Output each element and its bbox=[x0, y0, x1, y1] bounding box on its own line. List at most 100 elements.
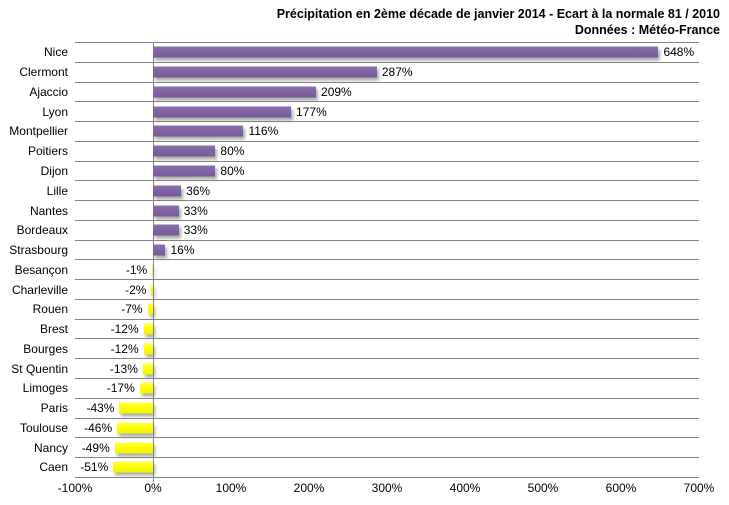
category-label: Charleville bbox=[11, 282, 68, 297]
bar bbox=[117, 422, 153, 434]
category-label: Besançon bbox=[14, 262, 68, 277]
category-row: Clermont 287% bbox=[19, 63, 699, 83]
chart-subtitle: Données : Météo-France bbox=[574, 23, 720, 37]
category-row: Paris -43% bbox=[41, 399, 699, 419]
bar bbox=[147, 303, 153, 315]
category-row: Toulouse -46% bbox=[20, 419, 699, 439]
category-label: Ajaccio bbox=[29, 84, 68, 99]
category-row: Besançon -1% bbox=[15, 260, 699, 281]
category-label: Strasbourg bbox=[9, 243, 68, 258]
x-axis-tick-label: 600% bbox=[605, 481, 637, 495]
x-axis-tick-label: 400% bbox=[449, 481, 481, 495]
x-axis-tick-label: 200% bbox=[293, 481, 325, 495]
category-label: Toulouse bbox=[19, 420, 68, 435]
bar bbox=[153, 86, 317, 98]
x-axis-tick-label: 0% bbox=[144, 481, 162, 495]
chart-title: Précipitation en 2ème décade de janvier … bbox=[276, 7, 720, 21]
category-label: Nice bbox=[43, 45, 68, 60]
category-label: Bordeaux bbox=[16, 223, 68, 238]
bar bbox=[153, 66, 377, 78]
bar bbox=[153, 145, 216, 157]
category-row: Limoges -17% bbox=[23, 379, 699, 399]
category-row: Montpellier 116% bbox=[9, 122, 699, 142]
value-label: 36% bbox=[186, 183, 211, 198]
category-row: Bordeaux 33% bbox=[17, 221, 699, 241]
value-label: -51% bbox=[80, 460, 109, 475]
category-row: Ajaccio 209% bbox=[29, 83, 699, 103]
category-row: Lille 36% bbox=[47, 181, 699, 202]
chart-title-block: Précipitation en 2ème décade de janvier … bbox=[277, 6, 720, 38]
x-axis-tick-label: 700% bbox=[683, 481, 715, 495]
value-label: 80% bbox=[220, 144, 245, 159]
bar bbox=[142, 363, 153, 375]
value-label: 33% bbox=[183, 203, 208, 218]
x-axis-tick-label: -100% bbox=[57, 481, 93, 495]
category-row: Nice 648% bbox=[44, 43, 699, 63]
bar bbox=[153, 205, 179, 216]
category-row: Strasbourg 16% bbox=[9, 241, 699, 261]
value-label: -12% bbox=[110, 341, 139, 356]
category-row: Nancy -49% bbox=[34, 438, 699, 459]
zero-axis-line bbox=[152, 43, 154, 482]
value-label: -49% bbox=[81, 440, 110, 455]
value-label: -17% bbox=[106, 381, 135, 396]
category-label: Paris bbox=[40, 401, 68, 416]
bar bbox=[153, 46, 659, 58]
bar bbox=[139, 382, 153, 394]
category-label: Poitiers bbox=[27, 144, 68, 159]
category-label: Rouen bbox=[32, 302, 68, 317]
bar bbox=[143, 343, 153, 355]
value-label: 287% bbox=[381, 65, 413, 80]
category-row: Bourges -12% bbox=[23, 339, 699, 360]
value-label: -13% bbox=[109, 361, 138, 376]
category-row: Lyon 177% bbox=[42, 102, 699, 123]
value-label: 33% bbox=[183, 223, 208, 238]
plot-area: Nice 648% Clermont 287% Ajaccio 209% Lyon 177% M… bbox=[9, 42, 699, 482]
bar bbox=[153, 244, 166, 256]
category-label: Brest bbox=[39, 322, 68, 337]
bar bbox=[153, 165, 216, 177]
category-row: St Quentin -13% bbox=[11, 359, 699, 380]
x-axis: -100% 0% 100% 200% 300% 400% 500% 600% 700% bbox=[0, 481, 729, 499]
value-label: 177% bbox=[296, 104, 327, 119]
category-label: Caen bbox=[39, 460, 68, 475]
bar bbox=[114, 442, 153, 454]
category-row: Charleville -2% bbox=[12, 280, 699, 300]
category-label: Lyon bbox=[42, 104, 68, 119]
category-row: Caen -51% bbox=[39, 458, 699, 478]
value-label: 209% bbox=[321, 84, 352, 99]
category-label: Clermont bbox=[19, 65, 68, 80]
bar bbox=[153, 106, 292, 118]
category-label: Lille bbox=[46, 183, 68, 198]
value-label: -2% bbox=[125, 282, 147, 297]
bar bbox=[119, 402, 153, 414]
value-label: 16% bbox=[170, 243, 195, 258]
value-label: -7% bbox=[121, 302, 143, 317]
value-label: -1% bbox=[125, 262, 148, 277]
category-row: Poitiers 80% bbox=[28, 142, 699, 162]
category-row: Nantes 33% bbox=[30, 201, 699, 221]
category-label: Montpellier bbox=[9, 124, 68, 139]
category-row: Brest -12% bbox=[40, 320, 699, 340]
category-row: Dijon 80% bbox=[41, 162, 699, 182]
bar bbox=[152, 264, 153, 276]
bar bbox=[153, 185, 182, 197]
value-label: 116% bbox=[248, 124, 279, 139]
value-label: -12% bbox=[110, 322, 139, 337]
category-label: Limoges bbox=[22, 381, 68, 396]
value-label: -46% bbox=[84, 420, 113, 435]
x-axis-tick-label: 100% bbox=[215, 481, 247, 495]
value-label: -43% bbox=[86, 401, 115, 416]
category-label: Nancy bbox=[33, 440, 68, 455]
x-axis-tick-label: 500% bbox=[527, 481, 559, 495]
bar bbox=[143, 323, 153, 335]
category-label: Dijon bbox=[40, 163, 68, 178]
value-label: 80% bbox=[220, 163, 245, 178]
bar bbox=[153, 224, 179, 236]
value-label: 648% bbox=[663, 45, 695, 60]
category-label: St Quentin bbox=[11, 361, 68, 376]
category-label: Bourges bbox=[23, 341, 68, 356]
category-row: Rouen -7% bbox=[33, 300, 699, 320]
category-label: Nantes bbox=[29, 203, 68, 218]
bar bbox=[113, 461, 153, 473]
